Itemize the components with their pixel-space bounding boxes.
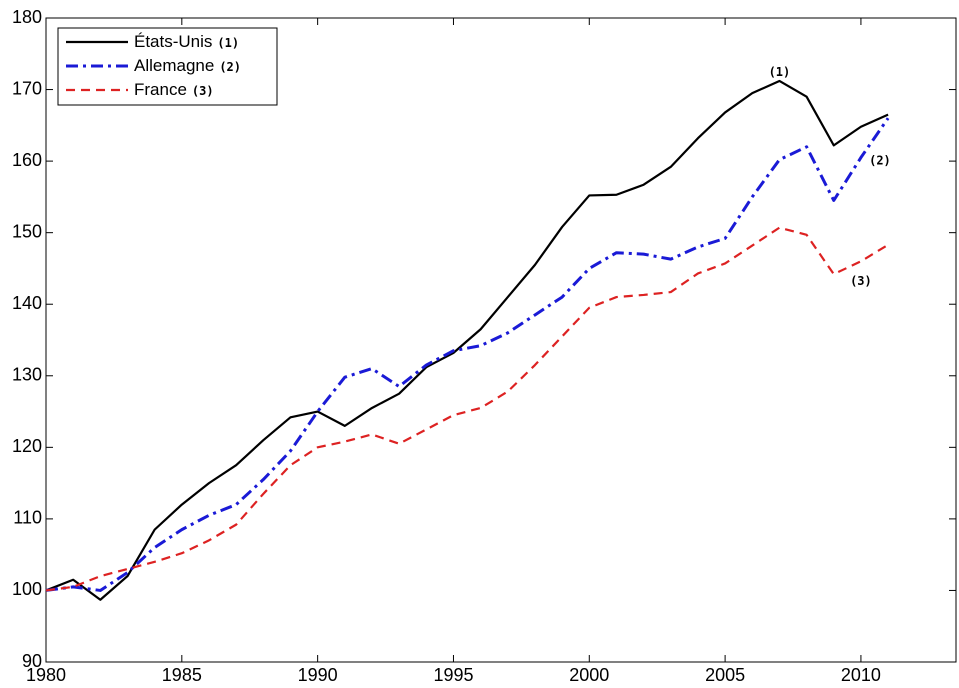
y-tick-label: 120 xyxy=(12,436,42,456)
y-tick-label: 100 xyxy=(12,579,42,599)
y-tick-label: 160 xyxy=(12,150,42,170)
x-tick-label: 1980 xyxy=(26,665,66,685)
legend-tag: (3) xyxy=(192,84,214,98)
x-tick-label: 1995 xyxy=(433,665,473,685)
series-line xyxy=(45,226,889,592)
x-tick-label: 1985 xyxy=(162,665,202,685)
legend-label: Allemagne (2) xyxy=(134,56,241,75)
x-tick-label: 2000 xyxy=(569,665,609,685)
y-tick-label: 150 xyxy=(12,221,42,241)
plot-frame xyxy=(45,17,957,663)
legend-name: France xyxy=(134,80,187,99)
legend-label: France (3) xyxy=(134,80,214,99)
x-tick-label: 2010 xyxy=(841,665,881,685)
legend-name: États-Unis xyxy=(134,32,212,51)
y-tick-label: 140 xyxy=(12,293,42,313)
x-tick-label: 1990 xyxy=(298,665,338,685)
y-tick-label: 180 xyxy=(12,7,42,27)
annotation: (3) xyxy=(850,274,872,288)
y-tick-label: 90 xyxy=(22,651,42,671)
y-tick-label: 130 xyxy=(12,365,42,385)
series-line xyxy=(45,79,889,601)
annotation: (2) xyxy=(869,154,891,168)
legend-name: Allemagne xyxy=(134,56,214,75)
legend-label: États-Unis (1) xyxy=(134,32,239,51)
annotation: (1) xyxy=(769,65,791,79)
legend-tag: (1) xyxy=(217,36,239,50)
x-tick-label: 2005 xyxy=(705,665,745,685)
legend-tag: (2) xyxy=(219,60,241,74)
y-tick-label: 110 xyxy=(13,508,42,528)
y-tick-label: 170 xyxy=(12,78,42,98)
series-line xyxy=(45,117,890,592)
